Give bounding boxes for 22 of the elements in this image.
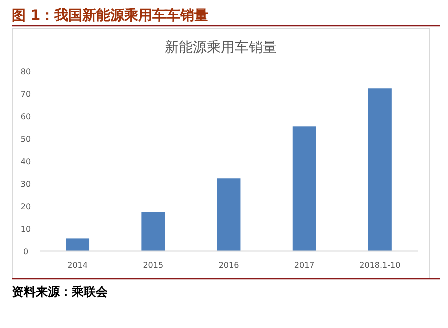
text: 资料来源：乘联会 (12, 285, 109, 299)
y-tick-label: 80 (20, 67, 32, 76)
y-tick-label: 0 (23, 247, 29, 256)
bar (66, 238, 90, 252)
x-tick-label: 2015 (143, 261, 164, 270)
y-tick-label: 40 (20, 157, 32, 166)
chart-title: 新能源乘用车销量 (165, 40, 277, 56)
x-tick-label: 2014 (68, 261, 88, 270)
x-tick-label: 2018.1-10 (360, 261, 401, 270)
bar (217, 178, 241, 252)
y-tick-label: 70 (20, 90, 32, 99)
bar (368, 88, 392, 252)
x-tick-label: 2017 (294, 261, 315, 270)
chart-subtitle: 图 1：我国新能源乘用车车销量 (12, 7, 209, 24)
y-tick-label: 10 (20, 224, 32, 234)
y-tick-label: 20 (20, 202, 32, 212)
x-tick-label: 2016 (218, 261, 240, 270)
y-tick-label: 50 (20, 134, 32, 144)
bar (142, 212, 166, 252)
y-tick-label: 60 (20, 112, 32, 122)
y-tick-label: 30 (20, 180, 32, 189)
bar (292, 126, 316, 252)
